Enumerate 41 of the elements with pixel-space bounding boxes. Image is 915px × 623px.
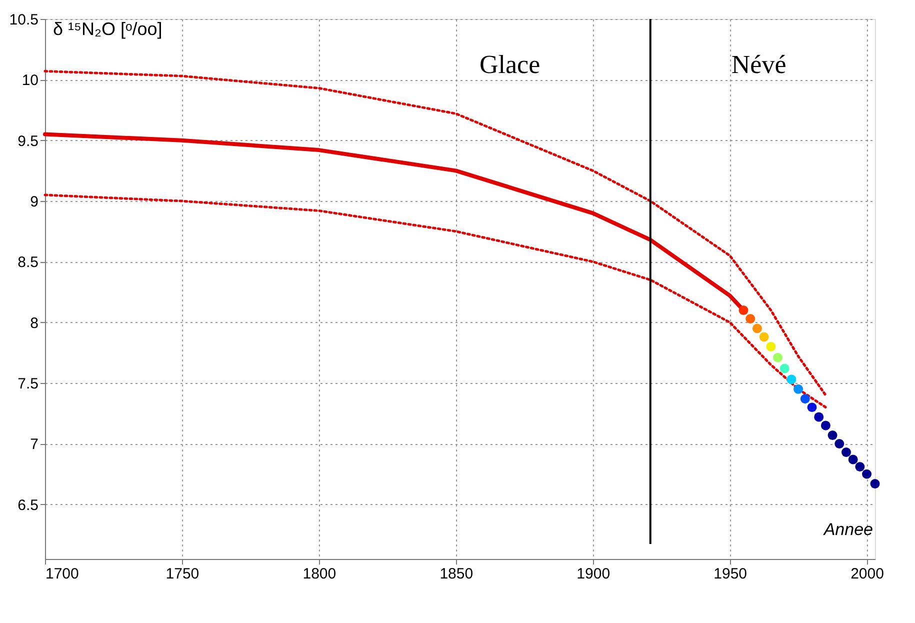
point <box>794 384 804 394</box>
x-tick-label: 1800 <box>302 566 336 582</box>
point <box>786 374 796 384</box>
y-axis-title: δ ¹⁵N₂O [ᵒ/oo] <box>53 19 162 39</box>
point <box>800 394 810 404</box>
point <box>820 420 830 430</box>
y-tick-label: 8.5 <box>18 254 38 272</box>
y-tick-label: 7.5 <box>18 376 38 393</box>
annotation: Glace <box>479 50 540 79</box>
annotation: Névé <box>731 50 786 79</box>
x-tick-label: 1850 <box>440 566 474 582</box>
x-axis-title: Annee <box>822 520 873 539</box>
point <box>834 438 844 448</box>
point <box>862 469 872 479</box>
y-tick-label: 9 <box>30 194 38 211</box>
point <box>738 306 748 315</box>
point <box>752 324 762 334</box>
point <box>848 454 858 464</box>
x-tick-label: 1700 <box>46 566 79 582</box>
y-tick-label: 10.5 <box>9 12 38 28</box>
point <box>828 430 838 440</box>
y-tick-label: 8 <box>30 314 38 332</box>
point <box>807 402 817 412</box>
x-tick-label: 1950 <box>714 566 748 582</box>
y-tick-label: 6.5 <box>18 496 38 514</box>
point <box>773 352 782 362</box>
y-tick-label: 9.5 <box>18 132 38 150</box>
x-tick-label: 1750 <box>166 566 200 582</box>
point <box>870 479 880 488</box>
line-series <box>44 194 827 409</box>
point <box>766 342 776 352</box>
point <box>841 447 851 457</box>
point <box>855 462 865 472</box>
x-tick-label: 2000 <box>850 566 884 582</box>
y-tick-label: 7 <box>30 436 38 454</box>
point <box>746 314 756 324</box>
y-tick-label: 10 <box>22 72 38 90</box>
point <box>759 332 769 342</box>
x-tick-label: 1900 <box>576 566 610 582</box>
point <box>814 412 824 422</box>
point <box>780 364 790 374</box>
